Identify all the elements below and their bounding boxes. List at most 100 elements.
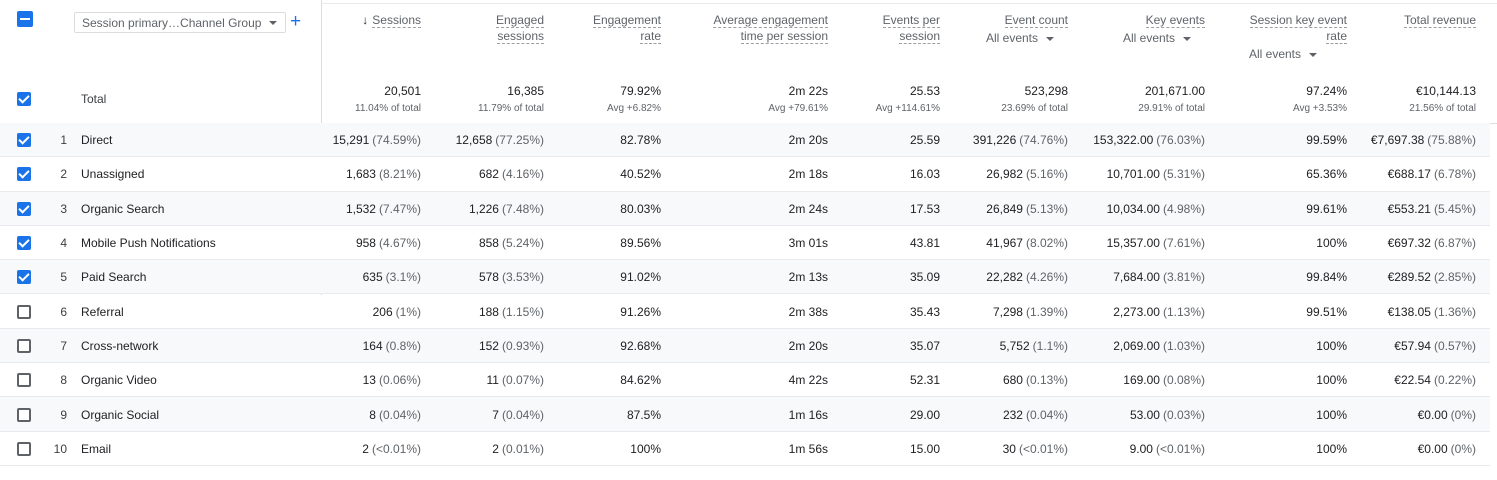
row-checkbox[interactable] — [17, 304, 31, 319]
metric-selector[interactable]: All events — [968, 30, 1068, 46]
cell-share: (4.26%) — [1025, 270, 1068, 285]
row-checkbox[interactable] — [17, 92, 31, 106]
column-header[interactable]: ↓ Sessions — [331, 12, 421, 28]
metric-selector-text: All events — [1122, 31, 1175, 45]
sort-arrow: ↓ — [362, 13, 369, 27]
cell-share: (<0.01%) — [1155, 441, 1205, 456]
table-cell: 29.00 — [740, 407, 940, 423]
cell-value: 2m 24s — [788, 201, 828, 216]
table-cell: 2 (<0.01%) — [221, 441, 421, 457]
cell-value: 15,291 — [332, 133, 370, 148]
row-background — [0, 260, 1490, 295]
table-cell: 84.62% — [461, 372, 661, 388]
row-checkbox[interactable] — [17, 441, 31, 456]
row-checkbox[interactable] — [17, 407, 31, 422]
table-cell: €22.54 (0.22%) — [1276, 372, 1476, 388]
table-cell: 188 (1.15%) — [344, 304, 544, 320]
table-cell: 91.02% — [461, 269, 661, 285]
cell-share: (0%) — [1450, 407, 1476, 422]
cell-value: 91.02% — [620, 270, 661, 285]
cell-share: (1.39%) — [1025, 304, 1068, 319]
cell-value: 1m 56s — [788, 441, 828, 456]
cell-value: 7,298 — [992, 304, 1023, 319]
table-cell: €0.00 (0%) — [1276, 407, 1476, 423]
row-checkbox[interactable] — [17, 270, 31, 285]
cell-share: (3.1%) — [385, 270, 421, 285]
row-name: Organic Social — [81, 407, 160, 422]
row-name: Email — [81, 441, 112, 456]
cell-value: 15.00 — [909, 441, 940, 456]
column-header[interactable]: Event count All events — [968, 12, 1068, 46]
table-cell: 43.81 — [740, 235, 940, 251]
cell-value: 43.81 — [909, 236, 940, 251]
row-checkbox[interactable] — [17, 133, 31, 148]
table-cell: 35.09 — [740, 269, 940, 285]
cell-share: (1.03%) — [1162, 338, 1205, 353]
table-cell: 15,291 (74.59%) — [221, 132, 421, 148]
metric-selector[interactable]: All events — [1105, 30, 1205, 46]
row-checkbox[interactable] — [17, 201, 31, 216]
cell-value: €688.17 — [1387, 167, 1431, 182]
column-header[interactable]: Engagement rate — [586, 12, 661, 44]
table-cell: 1m 56s — [628, 441, 828, 457]
metric-selector[interactable]: All events — [1247, 46, 1331, 62]
table-cell: 5,752 (1.1%) — [868, 338, 1068, 354]
table-cell: 91.26% — [461, 304, 661, 320]
column-header[interactable]: Events per session — [870, 12, 940, 44]
total-value: 523,298 — [1024, 84, 1068, 98]
check-mark — [18, 236, 30, 248]
cell-value: 2 — [492, 441, 499, 456]
row-checkbox[interactable] — [17, 373, 31, 388]
table-cell: €57.94 (0.57%) — [1276, 338, 1476, 354]
cell-share: (0.04%) — [1025, 407, 1068, 422]
table-cell: 15,357.00 (7.61%) — [1005, 235, 1205, 251]
table-cell: €688.17 (6.78%) — [1276, 166, 1476, 182]
cell-value: €22.54 — [1394, 373, 1431, 388]
cell-value: 15,357.00 — [1106, 236, 1160, 251]
table-cell: 87.5% — [461, 407, 661, 423]
row-checkbox[interactable] — [17, 167, 31, 182]
select-all-checkbox[interactable] — [17, 11, 33, 27]
cell-share: (0.01%) — [501, 441, 544, 456]
cell-value: 1,226 — [468, 201, 499, 216]
column-header[interactable]: Key events All events — [1105, 12, 1205, 46]
table-cell: 152 (0.93%) — [344, 338, 544, 354]
cell-value: 99.84% — [1306, 270, 1347, 285]
column-header[interactable]: Average engagement time per session — [703, 12, 828, 44]
table-cell: 391,226 (74.76%) — [868, 132, 1068, 148]
table-cell: 164 (0.8%) — [221, 338, 421, 354]
row-name: Unassigned — [81, 167, 145, 182]
cell-share: (7.48%) — [501, 201, 544, 216]
total-value: 25.53 — [909, 84, 940, 98]
dropdown-caret — [269, 21, 277, 25]
column-header[interactable]: Total revenue — [1376, 12, 1476, 28]
table-cell: 1m 16s — [628, 407, 828, 423]
table-cell: 99.84% — [1147, 269, 1347, 285]
column-header[interactable]: Engaged sessions — [479, 12, 544, 44]
table-cell: 2m 20s — [628, 132, 828, 148]
row-index: 10 — [53, 441, 67, 456]
metric-selector-text: All events — [1248, 47, 1301, 61]
column-header-label: Engaged sessions — [495, 13, 544, 44]
cell-value: 635 — [362, 270, 383, 285]
row-checkbox[interactable] — [17, 338, 31, 353]
cell-value: 153,322.00 — [1093, 133, 1154, 148]
table-cell: 15.00 — [740, 441, 940, 457]
cell-share: (0.13%) — [1025, 373, 1068, 388]
row-checkbox[interactable] — [17, 236, 31, 251]
column-header[interactable]: Session key event rate All events — [1247, 12, 1347, 62]
column-header-label: Key events — [1145, 13, 1205, 28]
table-cell: 2m 24s — [628, 201, 828, 217]
dimension-selector[interactable]: Session primary…Channel Group — [74, 12, 286, 33]
table-cell: €7,697.38 (75.88%) — [1276, 132, 1476, 148]
cell-share: (8.21%) — [378, 167, 421, 182]
add-dimension-button[interactable]: + — [290, 11, 302, 32]
row-background — [0, 397, 1490, 432]
table-cell: 1,226 (7.48%) — [344, 201, 544, 217]
table-cell: 22,282 (4.26%) — [868, 269, 1068, 285]
table-cell: 35.43 — [740, 304, 940, 320]
table-cell: 2,069.00 (1.03%) — [1005, 338, 1205, 354]
cell-value: 7 — [492, 407, 499, 422]
total-subvalue: 23.69% of total — [1001, 103, 1068, 114]
cell-value: 91.26% — [620, 304, 661, 319]
